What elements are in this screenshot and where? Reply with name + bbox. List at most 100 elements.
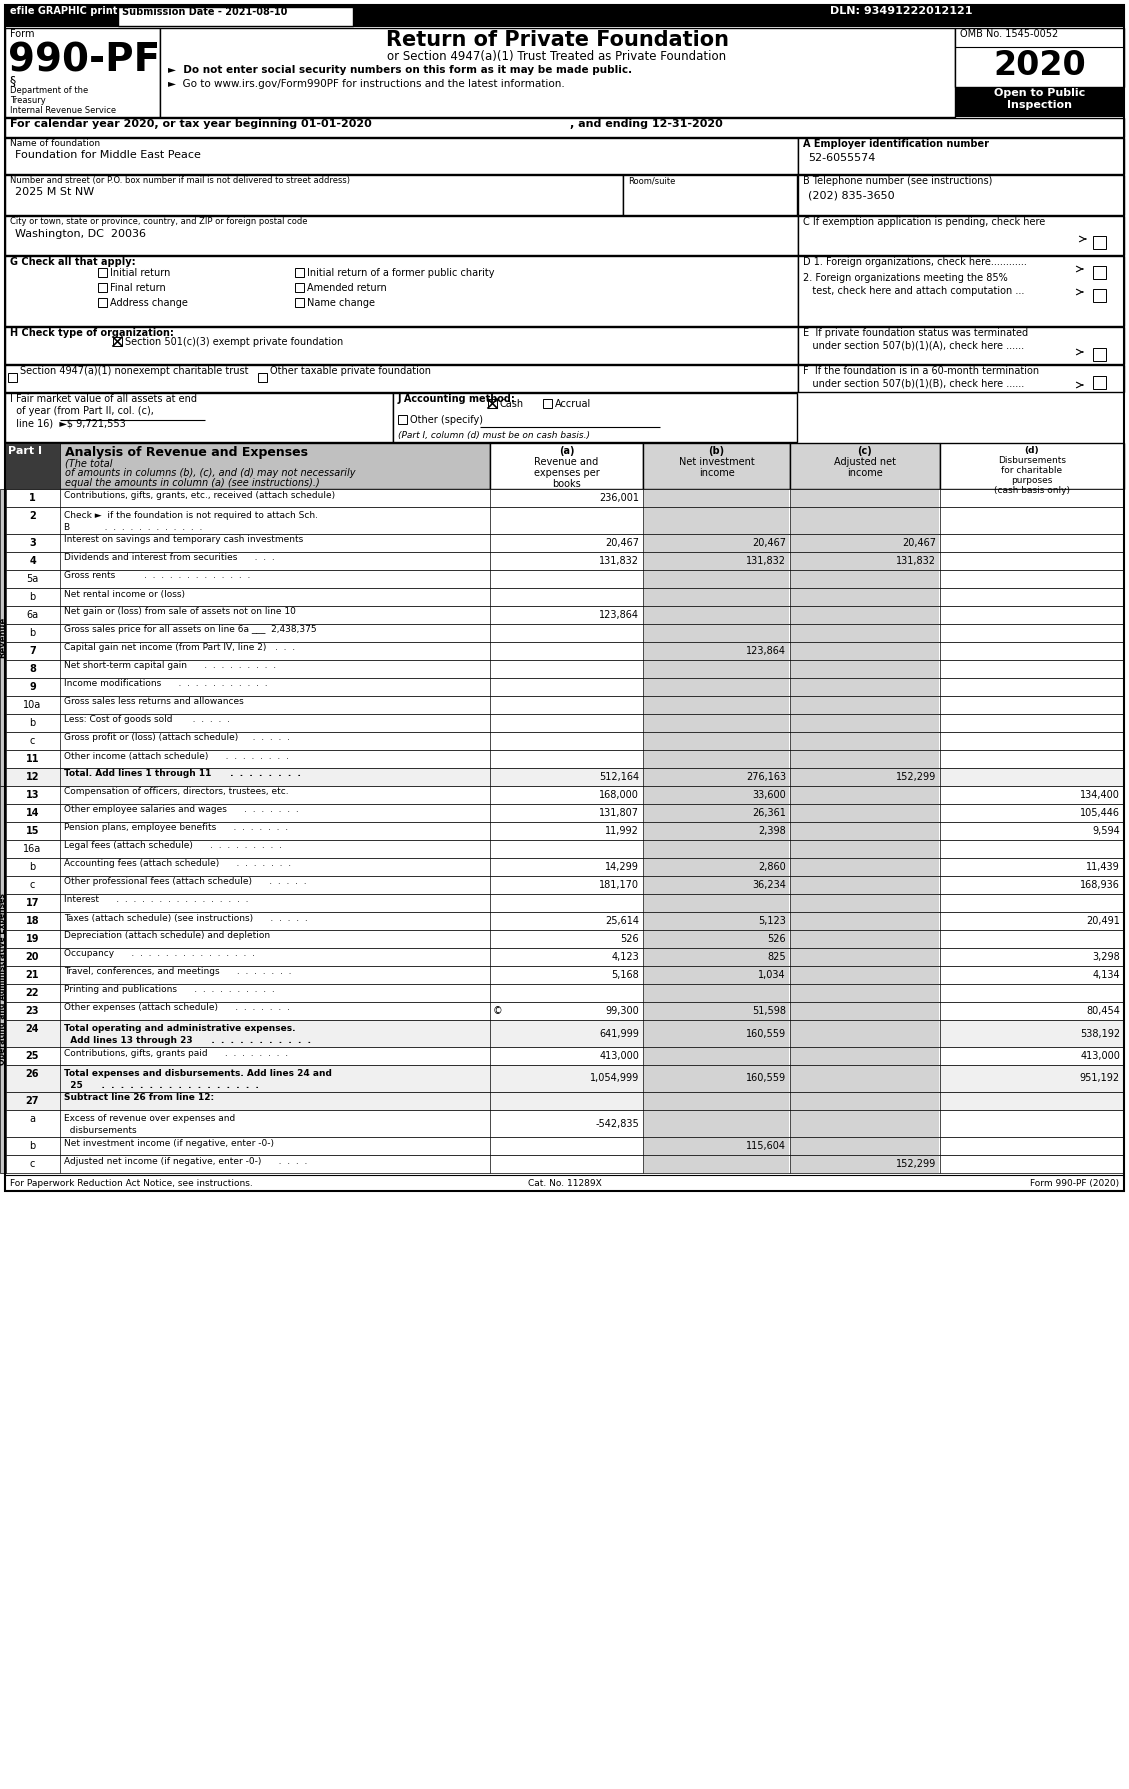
Bar [5,714,1124,732]
Bar [791,1066,939,1091]
Text: 99,300: 99,300 [605,1005,639,1016]
Bar [791,805,939,821]
Text: 3: 3 [29,538,36,547]
Text: disbursements: disbursements [64,1125,137,1134]
Text: Washington, DC  20036: Washington, DC 20036 [15,229,146,240]
Text: efile GRAPHIC print: efile GRAPHIC print [10,5,117,16]
Text: 9,594: 9,594 [1092,827,1120,835]
Text: (202) 835-3650: (202) 835-3650 [808,190,894,200]
Text: Other (specify): Other (specify) [410,415,483,426]
Bar [5,948,1124,966]
Bar [798,138,1124,174]
Text: Other professional fees (attach schedule)      .  .  .  .  .: Other professional fees (attach schedule… [64,877,307,887]
Bar [5,327,798,363]
Bar [644,966,789,984]
Text: 160,559: 160,559 [746,1073,786,1084]
Text: Dividends and interest from securities      .  .  .: Dividends and interest from securities .… [64,553,274,562]
Bar [5,394,393,442]
Text: For calendar year 2020, or tax year beginning 01-01-2020: For calendar year 2020, or tax year begi… [10,120,371,129]
Text: Net short-term capital gain      .  .  .  .  .  .  .  .  .: Net short-term capital gain . . . . . . … [64,662,277,671]
Bar [798,327,1124,363]
Text: Treasury: Treasury [10,97,46,106]
Bar [644,930,789,948]
Bar [644,805,789,821]
Bar [5,256,798,326]
Text: b: b [29,628,36,639]
Text: 160,559: 160,559 [746,1029,786,1038]
Text: 105,446: 105,446 [1080,809,1120,818]
Text: Interest      .  .  .  .  .  .  .  .  .  .  .  .  .  .  .  .: Interest . . . . . . . . . . . . . . . . [64,896,248,905]
Text: Travel, conferences, and meetings      .  .  .  .  .  .  .: Travel, conferences, and meetings . . . … [64,968,291,977]
Text: equal the amounts in column (a) (see instructions).): equal the amounts in column (a) (see ins… [65,478,320,488]
Bar [5,1064,1124,1091]
Text: 14: 14 [26,809,40,818]
Bar [5,488,1124,506]
Bar [798,175,1124,215]
Text: 2020: 2020 [994,48,1086,82]
Bar [5,1020,1124,1047]
Text: under section 507(b)(1)(A), check here ......: under section 507(b)(1)(A), check here .… [803,340,1024,351]
Text: 11: 11 [26,753,40,764]
Bar [5,877,1124,894]
Bar [1093,376,1106,388]
Bar [5,966,1124,984]
Text: Net investment: Net investment [679,456,754,467]
Text: DLN: 93491222012121: DLN: 93491222012121 [830,5,972,16]
Bar [5,5,1124,1191]
Text: Gross sales price for all assets on line 6a ___  2,438,375: Gross sales price for all assets on line… [64,626,316,635]
Text: 5a: 5a [26,574,38,583]
Text: 413,000: 413,000 [1080,1050,1120,1061]
Bar [1093,267,1106,279]
Text: Excess of revenue over expenses and: Excess of revenue over expenses and [64,1115,235,1123]
Bar [791,553,939,569]
Text: 20,467: 20,467 [902,538,936,547]
Text: Internal Revenue Service: Internal Revenue Service [10,106,116,114]
Bar [791,1002,939,1020]
Bar [5,930,1124,948]
Bar [791,966,939,984]
Text: Pension plans, employee benefits      .  .  .  .  .  .  .: Pension plans, employee benefits . . . .… [64,823,288,832]
Bar [791,1048,939,1064]
Bar [5,118,1124,138]
Text: 1,034: 1,034 [759,970,786,980]
Text: line 16)  ►$ 9,721,553: line 16) ►$ 9,721,553 [10,419,125,428]
Text: 413,000: 413,000 [599,1050,639,1061]
Text: City or town, state or province, country, and ZIP or foreign postal code: City or town, state or province, country… [10,216,307,225]
Text: 16a: 16a [24,844,42,853]
Text: 115,604: 115,604 [746,1141,786,1150]
Text: 11,992: 11,992 [605,827,639,835]
Bar [5,5,1124,27]
Bar [955,88,1124,116]
Bar [798,365,1124,392]
Text: 123,864: 123,864 [599,610,639,621]
Bar [644,642,789,660]
Text: 26,361: 26,361 [752,809,786,818]
Bar [1093,349,1106,361]
Bar [295,268,304,277]
Text: (Part I, column (d) must be on cash basis.): (Part I, column (d) must be on cash basi… [399,431,590,440]
Text: 8: 8 [29,664,36,674]
Text: Other expenses (attach schedule)      .  .  .  .  .  .  .: Other expenses (attach schedule) . . . .… [64,1004,290,1013]
Text: 1: 1 [29,494,36,503]
Bar [1093,236,1106,249]
Bar [644,823,789,839]
Bar [5,365,798,392]
Text: 951,192: 951,192 [1079,1073,1120,1084]
Text: J Accounting method:: J Accounting method: [399,394,516,404]
Bar [295,283,304,292]
Text: ►  Go to www.irs.gov/Form990PF for instructions and the latest information.: ► Go to www.irs.gov/Form990PF for instru… [168,79,564,89]
Text: Legal fees (attach schedule)      .  .  .  .  .  .  .  .  .: Legal fees (attach schedule) . . . . . .… [64,841,282,850]
Bar [791,606,939,624]
Bar [790,444,940,488]
Text: 21: 21 [26,970,40,980]
Text: 4,123: 4,123 [611,952,639,962]
Text: Form 990-PF (2020): Form 990-PF (2020) [1030,1179,1119,1188]
Text: D 1. Foreign organizations, check here............: D 1. Foreign organizations, check here..… [803,258,1027,267]
Text: Gross rents          .  .  .  .  .  .  .  .  .  .  .  .  .: Gross rents . . . . . . . . . . . . . [64,571,251,580]
Bar [393,394,797,442]
Bar [644,624,789,642]
Bar [791,508,939,533]
Bar [644,1111,789,1136]
Text: Total expenses and disbursements. Add lines 24 and: Total expenses and disbursements. Add li… [64,1070,332,1079]
Text: 14,299: 14,299 [605,862,639,871]
